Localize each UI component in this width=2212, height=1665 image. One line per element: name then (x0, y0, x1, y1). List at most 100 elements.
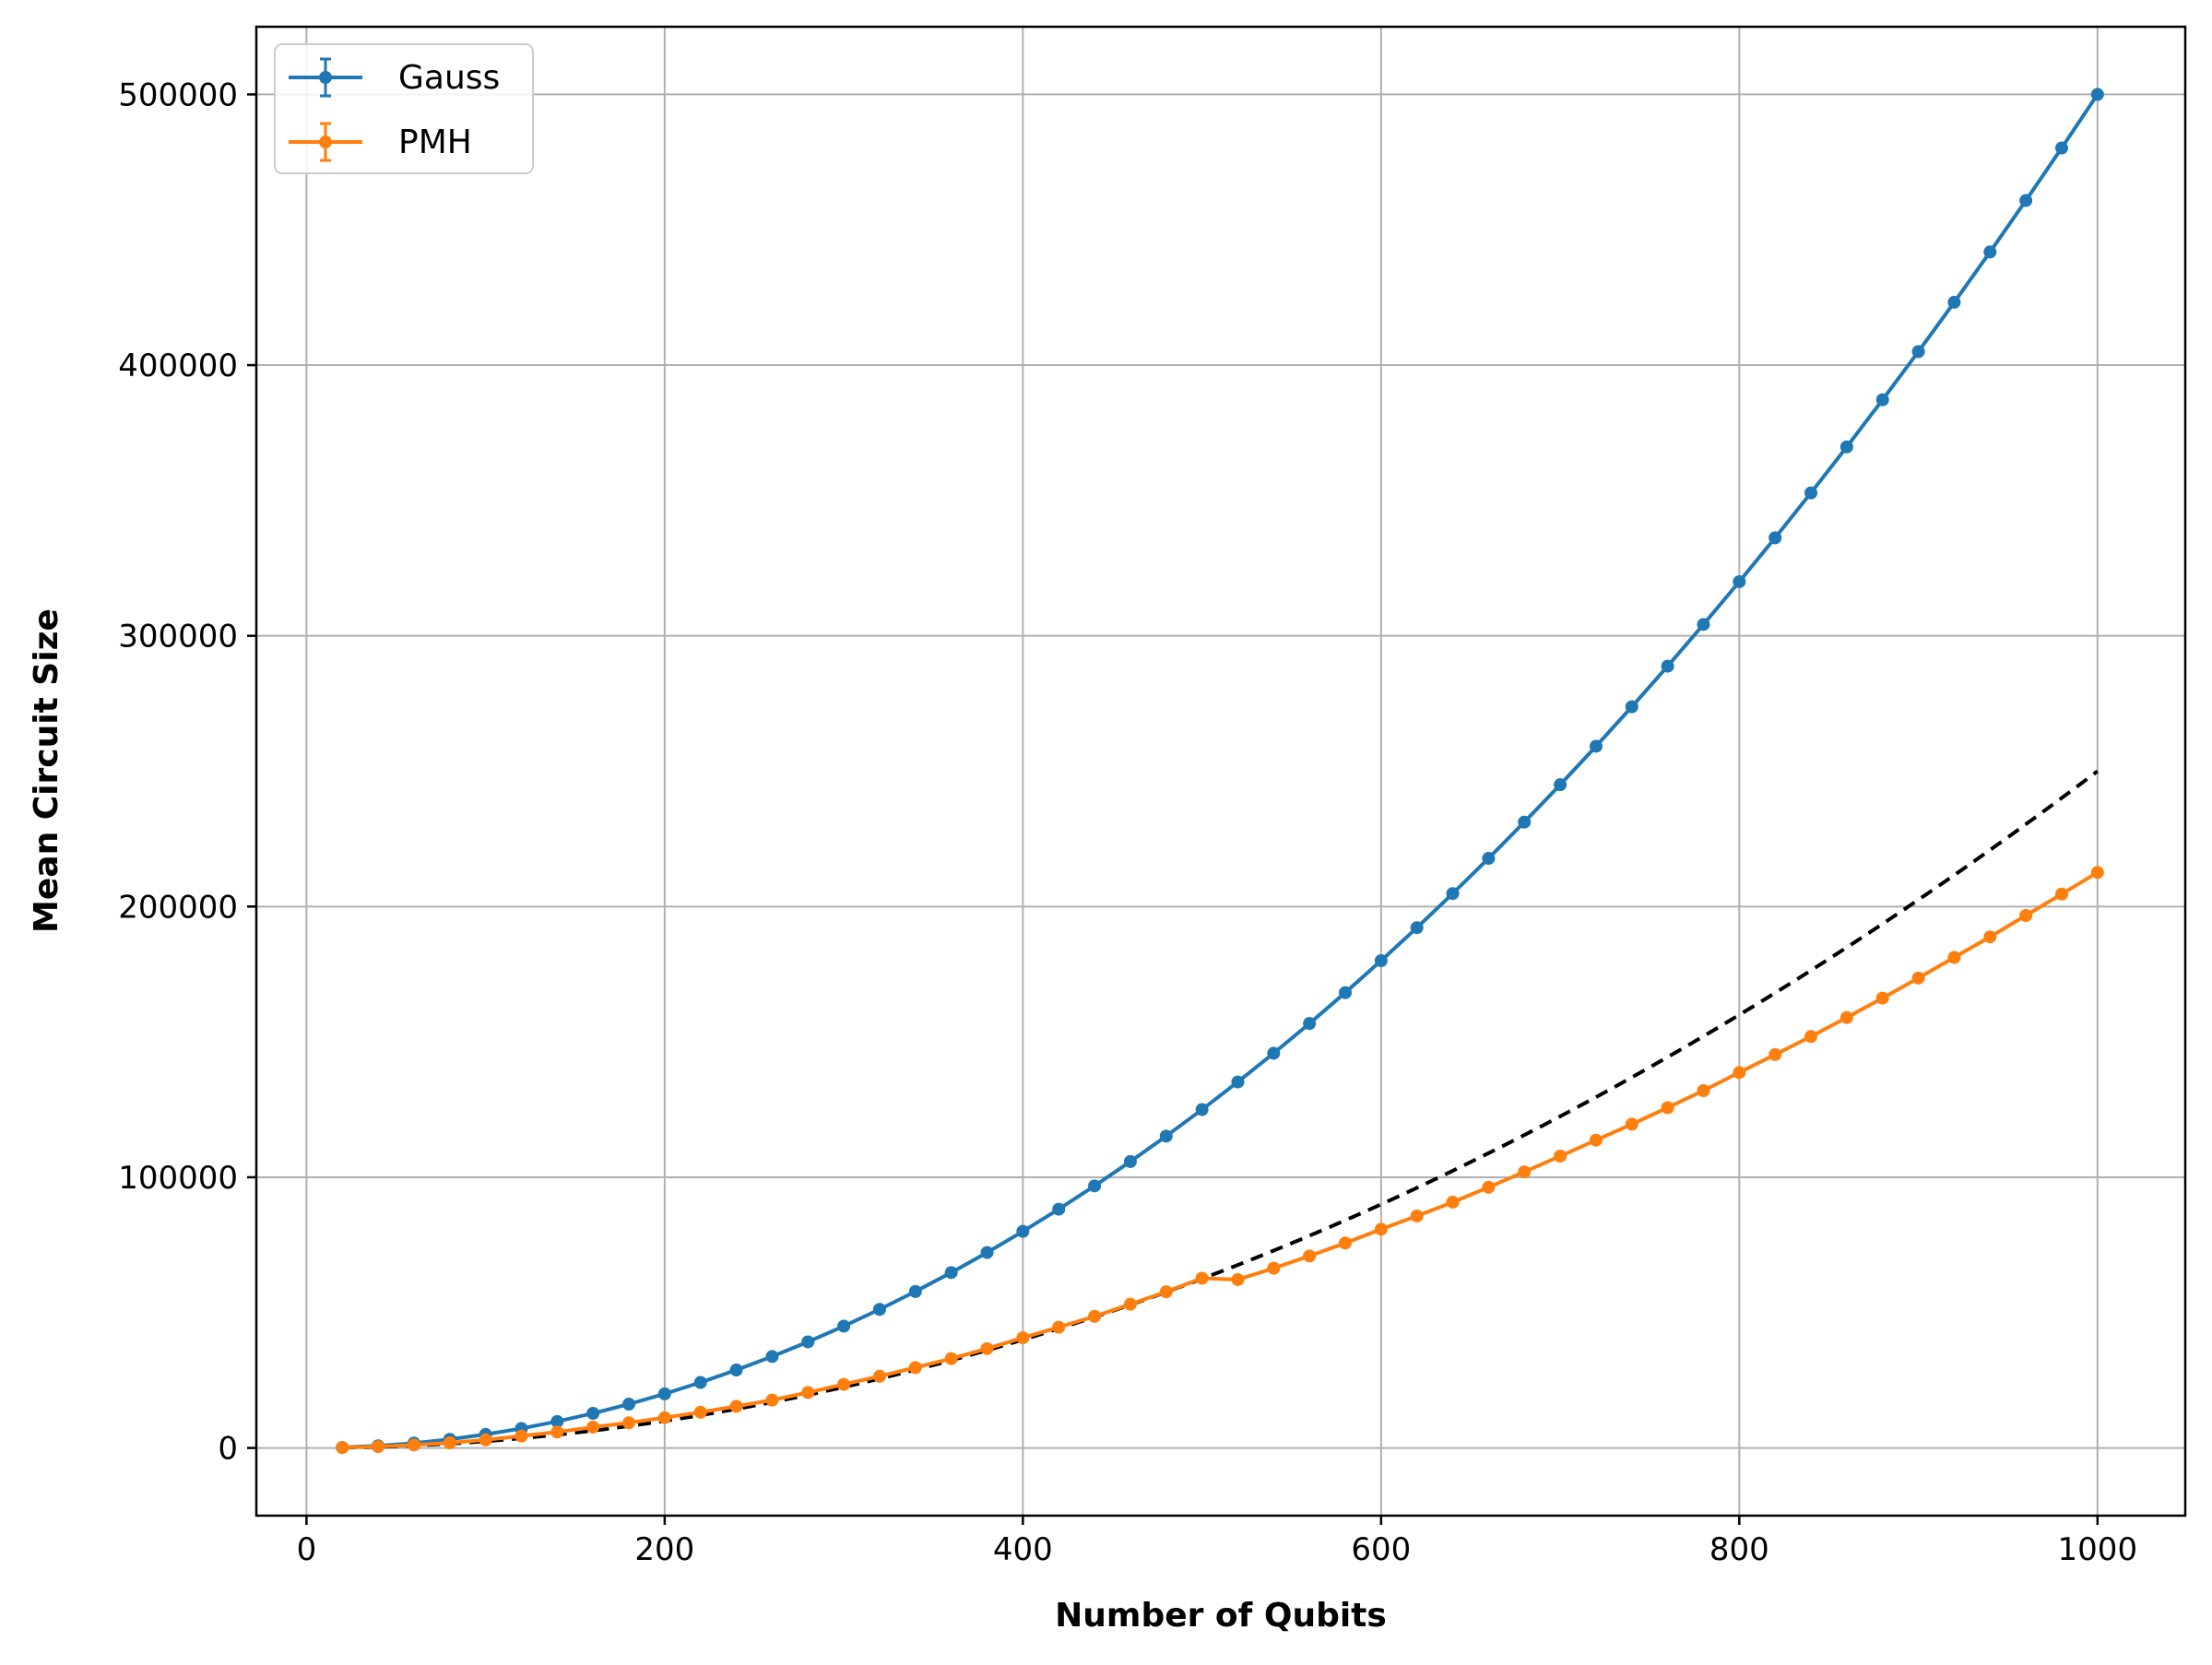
pmh-point (693, 1405, 707, 1419)
pmh-point (1625, 1117, 1638, 1131)
gauss-point (693, 1376, 707, 1389)
gauss-point (1374, 954, 1388, 968)
plot-frame (254, 25, 2187, 1517)
y-tick-label: 0 (218, 1431, 238, 1468)
grid (256, 27, 2185, 1516)
gauss-point (908, 1284, 922, 1298)
pmh-legend-label: PMH (398, 124, 472, 161)
pmh-point (1338, 1236, 1352, 1250)
pmh-point (765, 1393, 779, 1407)
y-axis-title: Mean Circuit Size (28, 608, 65, 933)
gauss-point (1088, 1179, 1102, 1193)
x-axis-title: Number of Qubits (1055, 1597, 1387, 1635)
pmh-point (801, 1386, 815, 1399)
pmh-point (336, 1441, 349, 1455)
gauss-point (944, 1266, 958, 1280)
y-tick-label: 400000 (118, 348, 238, 384)
pmh-point (1052, 1320, 1066, 1334)
gauss-point (1768, 531, 1782, 545)
legend-entries: Gauss PMH (289, 57, 500, 162)
pmh-point (1911, 971, 1925, 985)
pmh-point (1768, 1047, 1782, 1061)
gauss-legend-marker (319, 71, 332, 84)
pmh-point (1839, 1010, 1853, 1024)
x-tick-label: 600 (1351, 1531, 1411, 1568)
pmh-point (1374, 1222, 1388, 1236)
gauss-point (1267, 1046, 1281, 1060)
gauss-point (1733, 574, 1746, 588)
y-tick-label: 500000 (118, 77, 238, 113)
pmh-point (944, 1352, 958, 1365)
gauss-point (2090, 88, 2104, 101)
gauss-point (1625, 700, 1638, 714)
pmh-point (1016, 1331, 1030, 1345)
ticks: 0 200 400 600 800 1000 0 100000 200000 300000 4000… (118, 77, 2137, 1568)
gauss-point (1410, 921, 1424, 935)
gauss-point (1983, 245, 1997, 259)
gauss-point (872, 1303, 886, 1317)
pmh-point (1697, 1083, 1710, 1097)
pmh-point (872, 1369, 886, 1383)
gauss-point (1052, 1202, 1066, 1216)
pmh-point (2019, 909, 2033, 923)
pmh-point (2054, 887, 2068, 901)
gauss-point (980, 1246, 994, 1259)
gauss-point (2054, 141, 2068, 155)
gauss-point (1303, 1017, 1317, 1031)
gauss-point (2019, 194, 2033, 207)
pmh-point (1088, 1309, 1102, 1323)
gauss-point (1159, 1129, 1173, 1143)
pmh-point (1947, 951, 1961, 964)
pmh-point (908, 1361, 922, 1375)
gauss-point (1338, 986, 1352, 999)
gauss-point (801, 1335, 815, 1349)
y-tick-label: 300000 (118, 619, 238, 655)
gauss-point (1016, 1224, 1030, 1238)
gauss-point (1589, 739, 1603, 753)
pmh-point (515, 1429, 528, 1443)
gauss-point (1446, 887, 1460, 901)
gauss-point (1123, 1154, 1137, 1168)
gauss-point (1195, 1103, 1209, 1116)
pmh-point (1482, 1180, 1496, 1194)
gauss-point (837, 1319, 851, 1333)
series-layer (336, 88, 2104, 1455)
gauss-point (1839, 440, 1853, 454)
gauss-point (657, 1387, 671, 1400)
pmh-point (1804, 1030, 1818, 1044)
pmh-point (1589, 1133, 1603, 1147)
pmh-point (622, 1416, 636, 1430)
pmh-point (1231, 1272, 1245, 1286)
gauss-point (1482, 852, 1496, 866)
reference-curve-layer (342, 769, 2100, 1450)
gauss-point (1875, 393, 1889, 407)
gauss-point (729, 1364, 743, 1377)
gauss-point (622, 1398, 636, 1411)
pmh-point (2090, 866, 2104, 880)
gauss-point (1911, 345, 1925, 359)
pmh-point (1518, 1165, 1532, 1179)
y-tick-label: 200000 (118, 889, 238, 926)
pmh-point (372, 1440, 385, 1454)
pmh-point (1733, 1066, 1746, 1080)
pmh-point (657, 1411, 671, 1424)
pmh-point (1123, 1297, 1137, 1311)
gauss-point (1554, 778, 1567, 792)
pmh-point (1410, 1209, 1424, 1222)
pmh-legend-marker (319, 136, 332, 148)
gauss-point (765, 1350, 779, 1364)
gauss-point (1947, 295, 1961, 309)
pmh-point (1446, 1195, 1460, 1209)
pmh-point (1983, 930, 1997, 944)
pmh-point (1267, 1261, 1281, 1275)
pmh-point (407, 1438, 420, 1452)
pmh-point (1303, 1249, 1317, 1263)
y-tick-label: 100000 (118, 1160, 238, 1197)
gauss-legend-label: Gauss (398, 59, 500, 97)
gauss-point (1231, 1075, 1245, 1089)
gauss-point (1661, 659, 1674, 673)
gauss-point (550, 1414, 564, 1428)
pmh-point (479, 1433, 492, 1447)
x-tick-label: 800 (1709, 1531, 1769, 1568)
